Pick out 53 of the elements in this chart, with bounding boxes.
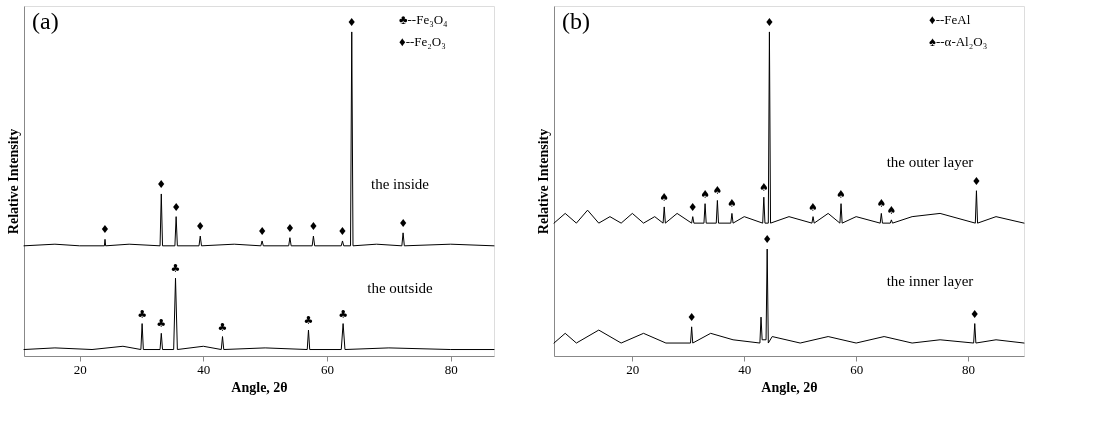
annotation: ♠ — [726, 197, 737, 211]
y-axis-title: Relative Intensity — [5, 128, 21, 235]
annotation: ♦ — [171, 200, 182, 214]
annotation: ♦ — [337, 224, 348, 238]
annotation: ♠ — [700, 187, 711, 201]
annotation: ♦ — [156, 177, 167, 191]
annotation: ♠ — [876, 197, 887, 211]
series-label: the outer layer — [886, 153, 974, 170]
annotation: ♣ — [170, 262, 181, 276]
annotation: ♦--Fe₂O₃ — [399, 34, 446, 49]
annotation: ♦ — [308, 220, 319, 234]
x-tick-label: 40 — [197, 361, 211, 377]
annotation: ♣ — [137, 307, 148, 321]
annotation: ♠ — [758, 181, 769, 195]
annotation: ♦ — [687, 200, 698, 214]
text: ♣--Fe₃O₄ — [399, 12, 449, 27]
x-tick-label: 20 — [626, 361, 640, 377]
y-axis-title: Relative Intensity — [535, 128, 551, 235]
annotation: ♦ — [686, 310, 697, 324]
x-axis-title: Angle, 2θ — [231, 379, 288, 395]
x-axis-title: Angle, 2θ — [761, 379, 818, 395]
text: ♦--FeAl — [929, 12, 971, 27]
x-tick-label: 40 — [738, 361, 752, 377]
annotation: ♦ — [284, 221, 295, 235]
annotation: ♠ — [808, 200, 818, 214]
x-tick-label: 60 — [321, 361, 335, 377]
annotation: ♦ — [398, 216, 409, 230]
x-tick-label: 80 — [962, 361, 976, 377]
chart-title: (a) — [32, 8, 59, 34]
annotation: ♦ — [971, 174, 982, 188]
annotation: ♦ — [100, 223, 110, 237]
annotation: ♦ — [762, 233, 773, 247]
annotation: ♠ — [886, 203, 897, 217]
annotation: ♣ — [303, 314, 314, 328]
text: the outside — [367, 279, 434, 296]
x-tick-label: 60 — [850, 361, 864, 377]
x-tick-label: 80 — [444, 361, 458, 377]
annotation: ♠ — [836, 187, 846, 201]
annotation: ♠--α-Al₂O₃ — [929, 34, 988, 49]
chart-title: (b) — [562, 8, 590, 34]
annotation: ♦ — [257, 224, 268, 238]
annotation: ♦ — [764, 15, 775, 29]
annotation: ♦ — [969, 307, 980, 321]
annotation: ♦ — [195, 220, 206, 234]
annotation: ♠ — [659, 190, 670, 204]
series-label: the inside — [371, 176, 430, 193]
annotation: ♣ — [338, 307, 349, 321]
annotation: ♣ — [217, 320, 228, 334]
annotation: ♣ — [156, 317, 167, 331]
annotation: ♠ — [712, 184, 723, 198]
x-tick-label: 20 — [73, 361, 87, 377]
text: the inner layer — [886, 273, 974, 290]
annotation: ♦ — [346, 15, 357, 29]
